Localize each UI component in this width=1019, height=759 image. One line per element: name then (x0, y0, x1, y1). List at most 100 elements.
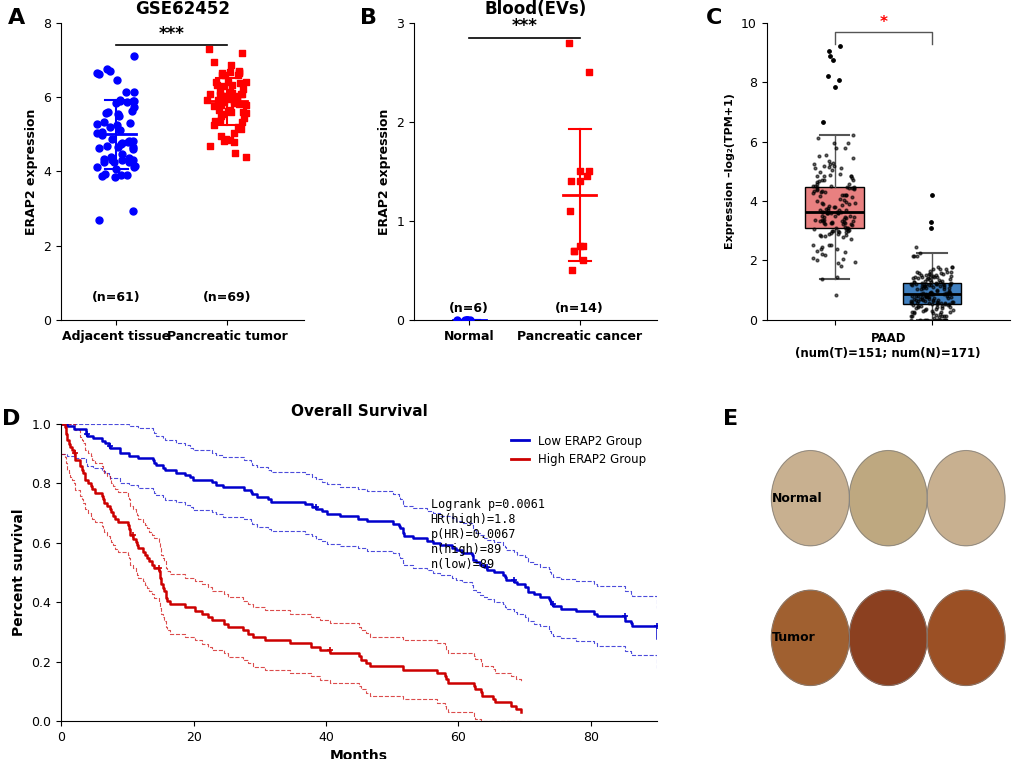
Point (914, 282, 930, 294)
Point (933, 275, 950, 287)
Point (905, 250, 921, 263)
Point (835, 189, 851, 201)
Point (125, 205, 142, 217)
Point (808, 245, 824, 257)
Point (808, 170, 824, 182)
Point (931, 313, 948, 326)
Point (575, 240, 591, 252)
Point (912, 300, 928, 312)
Point (808, 254, 824, 266)
Point (838, 222, 854, 234)
Point (917, 290, 933, 302)
Point (237, 107, 254, 119)
Point (913, 291, 929, 304)
Point (220, 106, 236, 118)
Point (844, 215, 860, 227)
Point (940, 298, 956, 310)
Point (932, 298, 949, 310)
Point (829, 225, 846, 237)
Point (99, 63, 115, 75)
Point (809, 131, 825, 143)
Point (928, 284, 945, 296)
Point (210, 104, 226, 116)
Point (913, 279, 929, 291)
Point (902, 313, 918, 326)
Point (825, 137, 842, 149)
Point (813, 185, 829, 197)
Point (909, 272, 925, 284)
Point (834, 215, 850, 227)
Point (201, 43, 217, 55)
Point (823, 225, 840, 237)
Point (822, 239, 839, 251)
Point (214, 90, 230, 102)
Point (822, 226, 839, 238)
Point (845, 153, 861, 165)
Point (822, 216, 839, 228)
Point (223, 87, 239, 99)
Point (845, 129, 861, 141)
Point (903, 296, 919, 308)
Point (237, 99, 254, 112)
Point (834, 254, 850, 266)
Point (813, 210, 829, 222)
Point (837, 246, 853, 258)
Point (828, 206, 845, 219)
Point (927, 269, 944, 282)
Point (916, 313, 932, 326)
Point (207, 115, 223, 127)
Point (837, 221, 853, 233)
Point (228, 90, 245, 102)
X-axis label: PAAD
(num(T)=151; num(N)=171): PAAD (num(T)=151; num(N)=171) (795, 332, 980, 361)
Point (908, 266, 924, 278)
Point (826, 142, 843, 154)
Point (839, 225, 855, 237)
Point (214, 69, 230, 81)
Point (922, 286, 938, 298)
Point (928, 301, 945, 313)
Point (922, 276, 938, 288)
Point (846, 197, 862, 209)
Point (571, 165, 587, 178)
Point (934, 283, 951, 295)
Point (823, 217, 840, 229)
Point (941, 285, 957, 297)
Text: ***: *** (159, 25, 184, 43)
Circle shape (926, 451, 1004, 546)
Point (813, 248, 829, 260)
Y-axis label: Percent survival: Percent survival (12, 509, 25, 636)
Point (941, 298, 957, 310)
Point (124, 134, 141, 146)
Point (816, 218, 833, 230)
Point (916, 291, 932, 303)
Point (835, 216, 851, 228)
Point (937, 266, 954, 278)
Point (928, 285, 945, 298)
Point (112, 93, 128, 106)
Point (819, 204, 836, 216)
Point (104, 133, 120, 145)
Text: (n=69): (n=69) (203, 291, 251, 304)
Point (805, 158, 821, 170)
Point (935, 288, 952, 301)
Text: (n=61): (n=61) (92, 291, 141, 304)
Point (908, 297, 924, 309)
Point (226, 136, 243, 148)
Point (840, 182, 856, 194)
Point (906, 271, 922, 283)
Point (810, 150, 826, 162)
Point (237, 76, 254, 88)
Point (921, 270, 937, 282)
Point (226, 97, 243, 109)
Text: (n=6): (n=6) (448, 302, 489, 315)
Point (916, 288, 932, 301)
Point (89, 118, 105, 130)
Point (938, 288, 955, 300)
Point (806, 162, 822, 174)
Point (820, 50, 837, 62)
Legend: Low ERAP2 Group, High ERAP2 Group: Low ERAP2 Group, High ERAP2 Group (506, 430, 650, 471)
Point (94, 169, 110, 181)
Point (920, 292, 936, 304)
Point (902, 310, 918, 322)
Point (826, 210, 843, 222)
